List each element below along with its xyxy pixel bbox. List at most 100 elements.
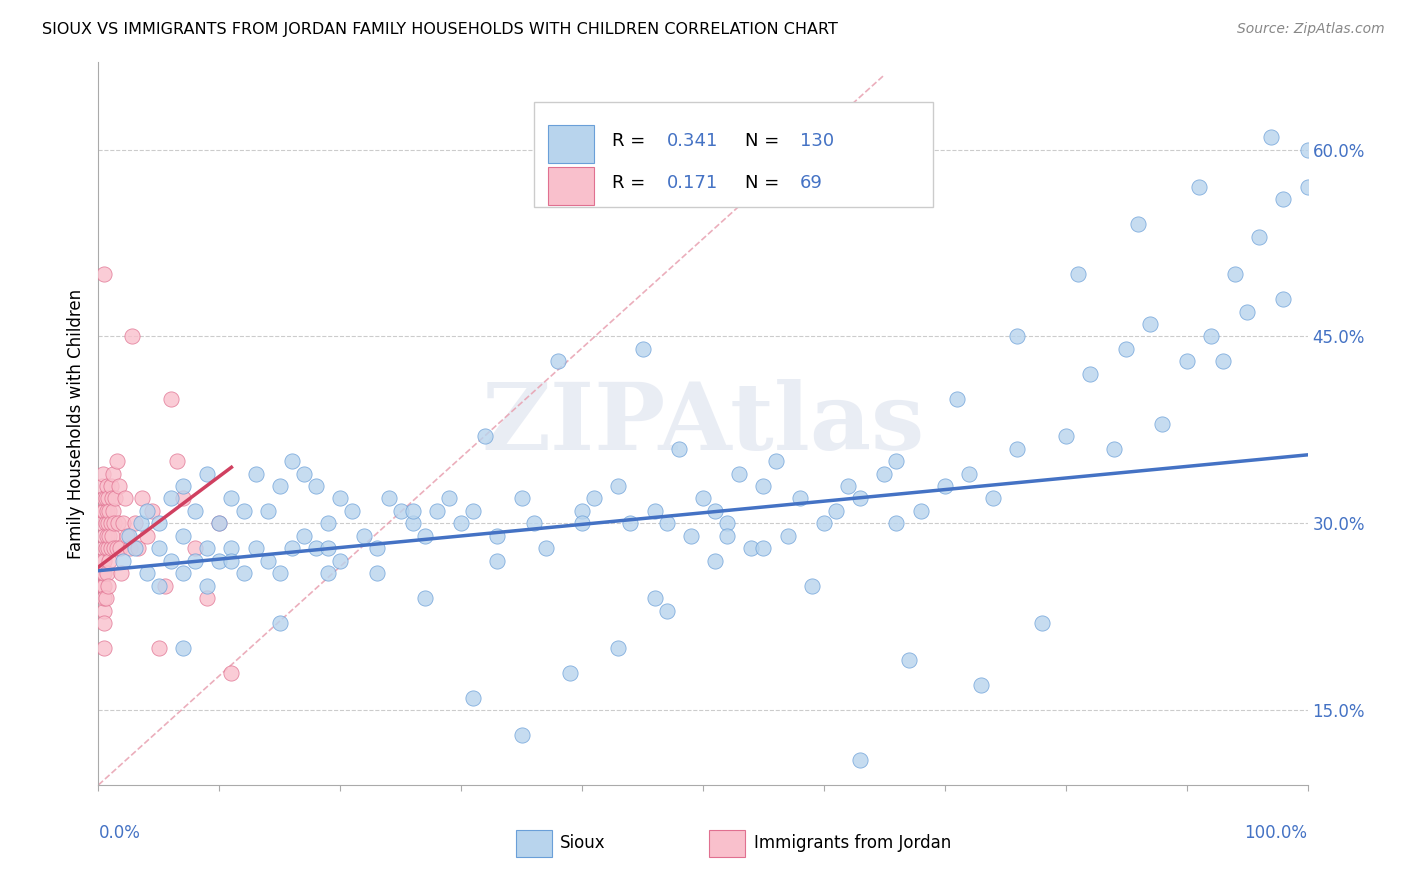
Point: [510, 728, 533, 742]
Point: [292, 467, 315, 481]
Point: [752, 479, 775, 493]
Point: [558, 665, 581, 680]
Point: [269, 566, 291, 581]
Point: [366, 566, 388, 581]
Point: [1115, 342, 1137, 356]
Point: [1152, 417, 1174, 431]
Point: [148, 579, 170, 593]
Point: [94, 591, 117, 606]
Point: [96, 566, 118, 581]
Point: [148, 516, 170, 531]
Bar: [516, 830, 551, 857]
Point: [100, 516, 122, 531]
Point: [148, 640, 170, 655]
Text: Source: ZipAtlas.com: Source: ZipAtlas.com: [1237, 22, 1385, 37]
Point: [765, 454, 787, 468]
Point: [716, 516, 738, 531]
Point: [740, 541, 762, 556]
Point: [184, 541, 207, 556]
Text: R =: R =: [613, 174, 651, 192]
Point: [692, 491, 714, 506]
Point: [1007, 329, 1029, 343]
Point: [103, 541, 125, 556]
Text: N =: N =: [745, 174, 786, 192]
Point: [849, 491, 872, 506]
Point: [402, 504, 425, 518]
Point: [91, 554, 114, 568]
Point: [108, 541, 131, 556]
Point: [221, 554, 243, 568]
Point: [269, 479, 291, 493]
Bar: [548, 125, 595, 163]
Point: [111, 554, 134, 568]
Point: [96, 529, 118, 543]
Point: [97, 491, 120, 506]
Point: [789, 491, 811, 506]
Point: [100, 479, 122, 493]
Point: [679, 529, 702, 543]
Point: [752, 541, 775, 556]
Point: [510, 491, 533, 506]
Point: [1223, 267, 1246, 281]
Point: [1139, 317, 1161, 331]
Point: [135, 566, 157, 581]
Point: [94, 541, 117, 556]
Point: [148, 541, 170, 556]
Point: [91, 566, 114, 581]
Point: [124, 541, 146, 556]
Point: [1272, 193, 1295, 207]
Point: [474, 429, 496, 443]
Point: [1236, 304, 1258, 318]
Point: [172, 491, 194, 506]
Point: [704, 554, 727, 568]
Point: [98, 504, 121, 518]
Point: [655, 603, 678, 617]
Point: [195, 591, 218, 606]
Point: [463, 690, 485, 705]
Point: [195, 467, 218, 481]
Point: [129, 516, 152, 531]
Point: [104, 491, 127, 506]
Point: [981, 491, 1004, 506]
Point: [316, 566, 339, 581]
Text: 0.341: 0.341: [666, 132, 718, 150]
Text: SIOUX VS IMMIGRANTS FROM JORDAN FAMILY HOUSEHOLDS WITH CHILDREN CORRELATION CHAR: SIOUX VS IMMIGRANTS FROM JORDAN FAMILY H…: [42, 22, 838, 37]
Point: [114, 491, 136, 506]
Point: [292, 529, 315, 543]
Point: [256, 504, 278, 518]
Point: [172, 529, 194, 543]
Point: [221, 541, 243, 556]
Point: [463, 504, 485, 518]
Point: [704, 504, 727, 518]
Point: [413, 529, 436, 543]
Point: [607, 479, 630, 493]
Point: [1128, 218, 1150, 232]
Point: [107, 516, 129, 531]
Point: [897, 653, 920, 667]
Point: [426, 504, 449, 518]
Text: Sioux: Sioux: [561, 835, 606, 853]
Point: [91, 504, 114, 518]
Point: [631, 342, 654, 356]
Point: [110, 566, 132, 581]
FancyBboxPatch shape: [534, 103, 932, 207]
Point: [91, 467, 114, 481]
Point: [837, 479, 859, 493]
Point: [97, 516, 120, 531]
Text: N =: N =: [745, 132, 786, 150]
Point: [96, 479, 118, 493]
Point: [160, 392, 183, 406]
Point: [1260, 130, 1282, 145]
Point: [172, 479, 194, 493]
Point: [93, 579, 115, 593]
Point: [644, 591, 666, 606]
Point: [377, 491, 399, 506]
Point: [184, 554, 207, 568]
Point: [486, 529, 509, 543]
Text: 0.0%: 0.0%: [98, 824, 141, 842]
Point: [91, 579, 114, 593]
Point: [655, 516, 678, 531]
Text: 69: 69: [800, 174, 823, 192]
Point: [195, 541, 218, 556]
Point: [1102, 442, 1125, 456]
